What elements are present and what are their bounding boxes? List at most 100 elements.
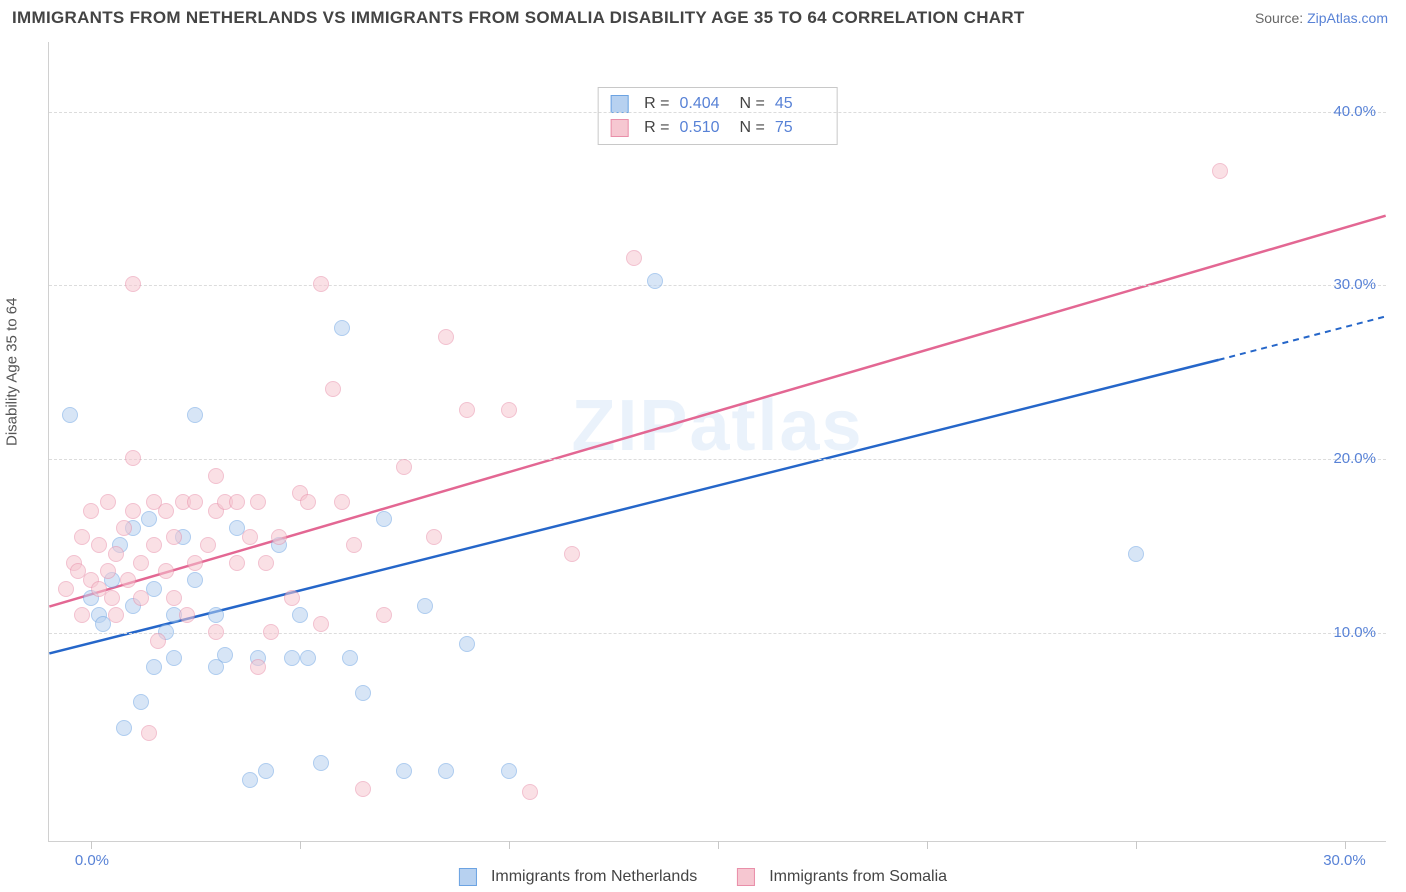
watermark: ZIPatlas bbox=[571, 385, 863, 467]
scatter-point bbox=[108, 607, 124, 623]
scatter-point bbox=[166, 529, 182, 545]
scatter-point bbox=[200, 537, 216, 553]
scatter-point bbox=[125, 503, 141, 519]
scatter-point bbox=[100, 563, 116, 579]
scatter-point bbox=[417, 598, 433, 614]
scatter-point bbox=[116, 720, 132, 736]
scatter-point bbox=[334, 320, 350, 336]
scatter-point bbox=[300, 650, 316, 666]
scatter-point bbox=[258, 763, 274, 779]
legend-swatch bbox=[610, 95, 628, 113]
scatter-point bbox=[108, 546, 124, 562]
scatter-point bbox=[58, 581, 74, 597]
scatter-point bbox=[158, 503, 174, 519]
legend-swatch bbox=[610, 119, 628, 137]
scatter-point bbox=[146, 659, 162, 675]
scatter-point bbox=[74, 607, 90, 623]
scatter-point bbox=[141, 511, 157, 527]
scatter-point bbox=[146, 537, 162, 553]
scatter-point bbox=[334, 494, 350, 510]
scatter-point bbox=[179, 607, 195, 623]
chart-container: IMMIGRANTS FROM NETHERLANDS VS IMMIGRANT… bbox=[0, 0, 1406, 892]
scatter-point bbox=[438, 329, 454, 345]
scatter-point bbox=[242, 529, 258, 545]
scatter-point bbox=[229, 494, 245, 510]
scatter-point bbox=[125, 450, 141, 466]
scatter-point bbox=[284, 650, 300, 666]
legend-swatch bbox=[459, 868, 477, 886]
x-tick bbox=[300, 841, 301, 849]
scatter-point bbox=[187, 555, 203, 571]
y-tick-label: 30.0% bbox=[1333, 276, 1376, 293]
legend-item: Immigrants from Somalia bbox=[737, 868, 947, 886]
watermark-text: ZIP bbox=[571, 386, 689, 466]
legend-label: Immigrants from Netherlands bbox=[491, 868, 697, 886]
scatter-point bbox=[166, 590, 182, 606]
plot-area: ZIPatlas R =0.404N =45R =0.510N =75 10.0… bbox=[48, 42, 1386, 842]
scatter-point bbox=[166, 650, 182, 666]
x-tick bbox=[1136, 841, 1137, 849]
scatter-point bbox=[187, 572, 203, 588]
source-value: ZipAtlas.com bbox=[1307, 10, 1388, 26]
x-tick bbox=[91, 841, 92, 849]
x-tick bbox=[927, 841, 928, 849]
scatter-point bbox=[355, 781, 371, 797]
scatter-point bbox=[396, 763, 412, 779]
scatter-point bbox=[150, 633, 166, 649]
scatter-point bbox=[271, 529, 287, 545]
n-label: N = bbox=[740, 116, 765, 140]
scatter-point bbox=[501, 402, 517, 418]
source-attribution: Source: ZipAtlas.com bbox=[1255, 10, 1388, 26]
scatter-point bbox=[229, 555, 245, 571]
scatter-point bbox=[355, 685, 371, 701]
trend-lines-layer bbox=[49, 42, 1386, 841]
gridline bbox=[49, 285, 1386, 286]
scatter-point bbox=[284, 590, 300, 606]
scatter-point bbox=[1128, 546, 1144, 562]
scatter-point bbox=[250, 494, 266, 510]
scatter-point bbox=[120, 572, 136, 588]
x-tick bbox=[1345, 841, 1346, 849]
scatter-point bbox=[501, 763, 517, 779]
scatter-point bbox=[376, 607, 392, 623]
y-tick-label: 10.0% bbox=[1333, 624, 1376, 641]
scatter-point bbox=[258, 555, 274, 571]
scatter-point bbox=[459, 402, 475, 418]
x-tick-label: 0.0% bbox=[75, 852, 109, 869]
scatter-point bbox=[376, 511, 392, 527]
scatter-point bbox=[133, 555, 149, 571]
legend-item: Immigrants from Netherlands bbox=[459, 868, 697, 886]
scatter-point bbox=[647, 273, 663, 289]
scatter-point bbox=[313, 616, 329, 632]
r-label: R = bbox=[644, 116, 669, 140]
scatter-point bbox=[141, 725, 157, 741]
scatter-point bbox=[208, 468, 224, 484]
x-tick-label: 30.0% bbox=[1323, 852, 1366, 869]
scatter-point bbox=[263, 624, 279, 640]
stats-row: R = 0.510 N = 75 bbox=[610, 116, 825, 140]
scatter-point bbox=[626, 250, 642, 266]
scatter-point bbox=[133, 694, 149, 710]
scatter-point bbox=[325, 381, 341, 397]
scatter-point bbox=[346, 537, 362, 553]
scatter-point bbox=[313, 755, 329, 771]
scatter-point bbox=[564, 546, 580, 562]
scatter-point bbox=[1212, 163, 1228, 179]
scatter-point bbox=[459, 636, 475, 652]
gridline bbox=[49, 633, 1386, 634]
scatter-point bbox=[342, 650, 358, 666]
scatter-point bbox=[91, 537, 107, 553]
n-value: 75 bbox=[775, 116, 825, 140]
series-legend: Immigrants from Netherlands Immigrants fr… bbox=[459, 868, 947, 886]
y-axis-label: Disability Age 35 to 64 bbox=[4, 298, 21, 446]
r-value: 0.510 bbox=[680, 116, 730, 140]
scatter-point bbox=[426, 529, 442, 545]
scatter-point bbox=[158, 563, 174, 579]
stats-legend: R =0.404N =45R =0.510N =75 bbox=[597, 87, 838, 145]
scatter-point bbox=[522, 784, 538, 800]
scatter-point bbox=[313, 276, 329, 292]
y-tick-label: 20.0% bbox=[1333, 450, 1376, 467]
scatter-point bbox=[250, 659, 266, 675]
scatter-point bbox=[396, 459, 412, 475]
scatter-point bbox=[62, 407, 78, 423]
